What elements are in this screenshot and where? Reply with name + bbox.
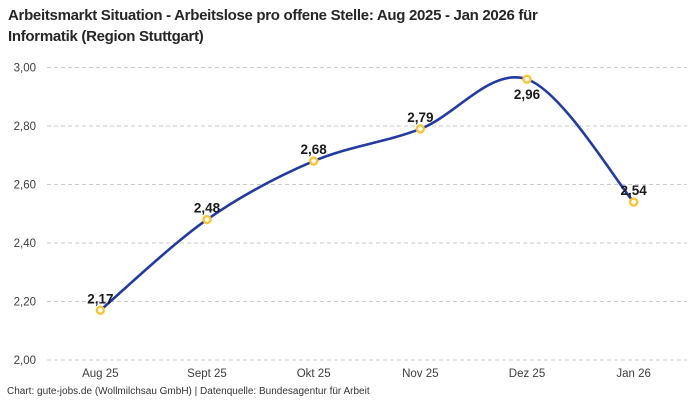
x-tick-label: Nov 25 bbox=[402, 368, 438, 380]
x-tick-label: Aug 25 bbox=[82, 368, 118, 380]
data-point-label: 2,68 bbox=[301, 142, 328, 157]
data-point-marker bbox=[522, 74, 532, 84]
data-point-label: 2,96 bbox=[514, 87, 541, 102]
y-tick-label: 2,00 bbox=[14, 355, 36, 367]
data-point-marker bbox=[415, 124, 426, 134]
y-tick-label: 3,00 bbox=[14, 63, 36, 75]
data-point-label: 2,79 bbox=[407, 110, 433, 125]
data-point-marker bbox=[308, 156, 319, 166]
y-tick-label: 2,80 bbox=[14, 121, 36, 133]
x-tick-label: Okt 25 bbox=[297, 368, 331, 380]
data-point-label: 2,54 bbox=[621, 183, 648, 198]
data-point-marker bbox=[628, 197, 639, 207]
data-point-label: 2,48 bbox=[194, 201, 221, 216]
y-tick-label: 2,60 bbox=[14, 180, 36, 192]
chart-title-line2: Informatik (Region Stuttgart) bbox=[8, 28, 204, 45]
y-tick-label: 2,40 bbox=[14, 238, 36, 250]
x-tick-label: Jan 26 bbox=[616, 368, 651, 380]
data-point-marker bbox=[95, 305, 106, 315]
chart-title: Arbeitsmarkt Situation - Arbeitslose pro… bbox=[8, 5, 538, 47]
y-tick-label: 2,20 bbox=[14, 297, 36, 309]
chart-title-line1: Arbeitsmarkt Situation - Arbeitslose pro… bbox=[8, 7, 538, 24]
chart-footer: Chart: gute-jobs.de (Wollmilchsau GmbH) … bbox=[7, 386, 370, 397]
x-tick-label: Dez 25 bbox=[509, 368, 545, 380]
series-line bbox=[99, 76, 635, 312]
data-point-marker bbox=[202, 214, 212, 225]
x-tick-label: Sept 25 bbox=[187, 368, 227, 380]
data-point-label: 2,17 bbox=[87, 291, 113, 306]
